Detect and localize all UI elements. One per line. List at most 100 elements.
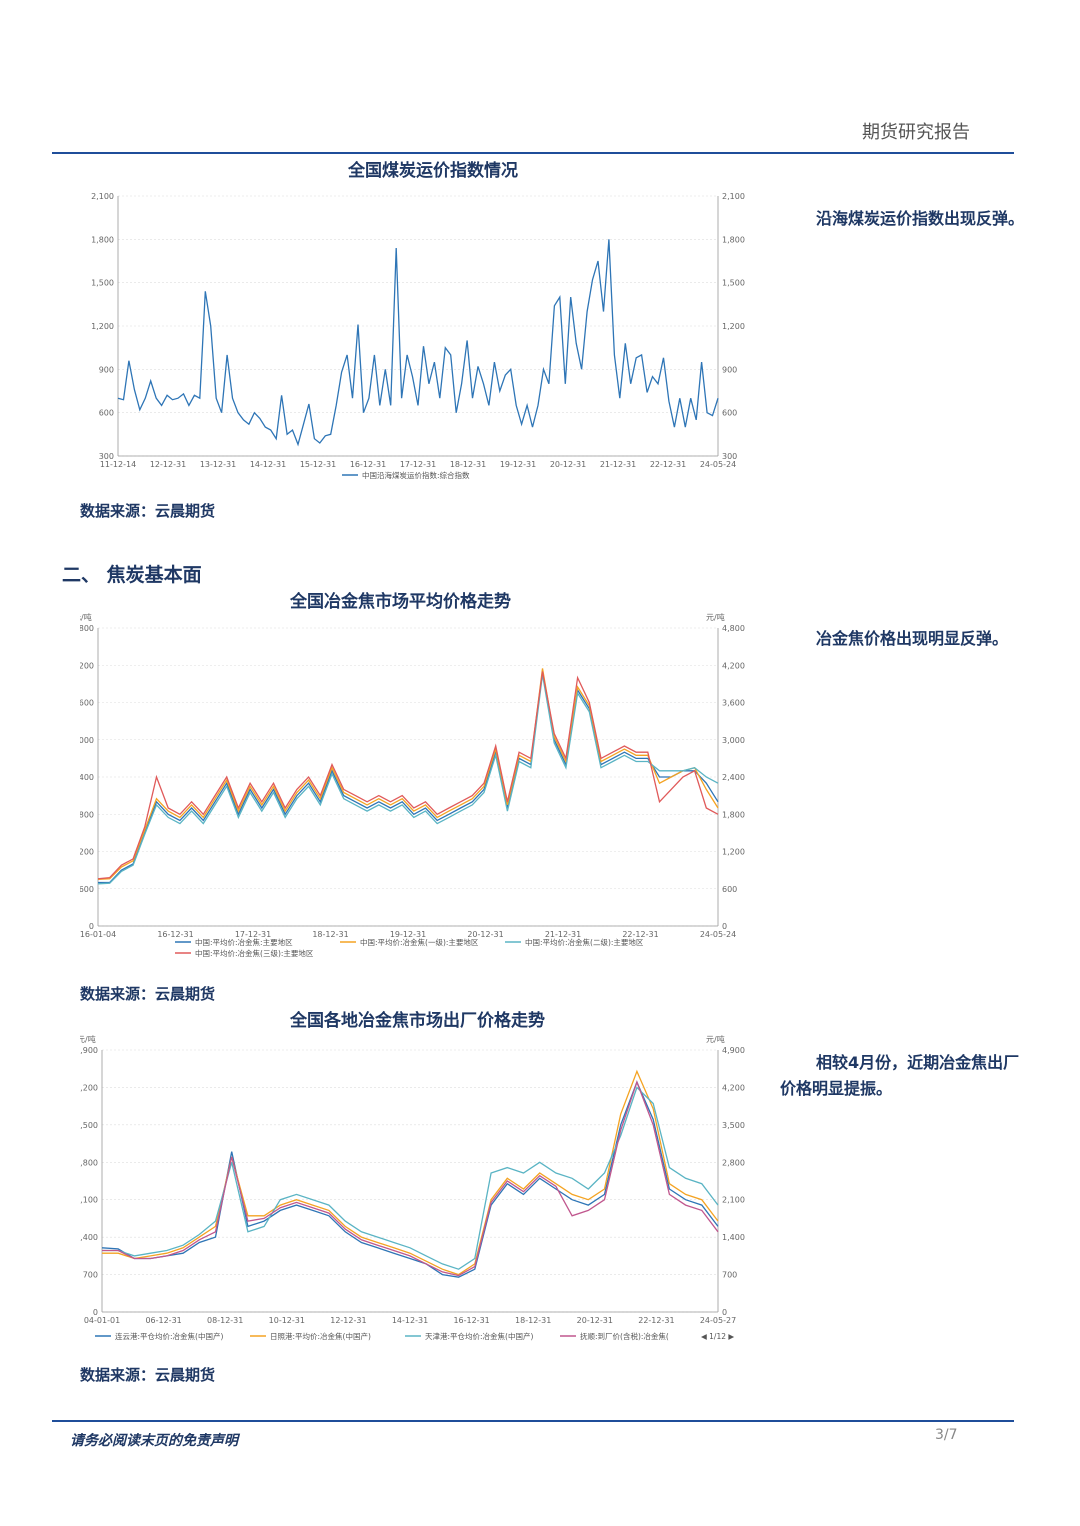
x-tick-label: 22-12-31 xyxy=(622,930,658,939)
chart3-svg: 4,900 4,900 4,200 4,200 3,500 3,500 2,800 2,800… xyxy=(80,1034,745,1341)
chart2-comment: 冶金焦价格出现明显反弹。 xyxy=(816,629,1009,648)
legend-label: 中国:平均价:冶金焦(二级):主要地区 xyxy=(525,937,644,947)
x-tick-label: 13-12-31 xyxy=(200,460,236,469)
y-tick-label-right: 900 xyxy=(722,365,737,374)
chart2-source: 数据来源：云晨期货 xyxy=(80,985,216,1003)
x-tick-label: 16-12-31 xyxy=(350,460,386,469)
x-tick-label: 20-12-31 xyxy=(577,1316,613,1325)
y-tick-label-left: 0 xyxy=(89,922,94,931)
y-tick-label-right: 1,400 xyxy=(722,1233,745,1242)
x-tick-label: 20-12-31 xyxy=(467,930,503,939)
x-tick-label: 14-12-31 xyxy=(250,460,286,469)
legend-label: 连云港:平仓均价:冶金焦(中国产) xyxy=(115,1331,223,1341)
report-type-title: 期货研究报告 xyxy=(862,122,970,143)
y-tick-label-left: 1,800 xyxy=(91,235,114,244)
legend-label: 抚顺:到厂价(含税):冶金焦( xyxy=(580,1331,669,1341)
legend-label: 天津港:平仓均价:冶金焦(中国产) xyxy=(425,1331,533,1341)
y-tick-label-left: 2,800 xyxy=(80,1158,98,1167)
y-tick-label-left: 1,400 xyxy=(80,1233,98,1242)
series-line xyxy=(97,674,719,885)
y-tick-label-left: 0 xyxy=(93,1308,98,1317)
y-tick-label-right: 4,200 xyxy=(722,661,745,670)
legend-label: 中国沿海煤炭运价指数:综合指数 xyxy=(362,470,470,480)
x-tick-label: 19-12-31 xyxy=(390,930,426,939)
y-tick-label-right: 3,500 xyxy=(722,1121,745,1130)
y-tick-label-left: 3,500 xyxy=(80,1121,98,1130)
series-line xyxy=(98,671,719,884)
y-tick-label-left: 4,200 xyxy=(80,1083,98,1092)
legend-label: 中国:平均价:冶金焦(一级):主要地区 xyxy=(360,937,479,947)
y-tick-label-right: 600 xyxy=(722,885,737,894)
x-tick-label: 24-05-27 xyxy=(700,1316,736,1325)
unit-label-left: 元/吨 xyxy=(80,612,92,622)
y-tick-label-right: 300 xyxy=(722,452,737,461)
x-tick-label: 04-01-01 xyxy=(84,1316,120,1325)
x-tick-label: 12-12-31 xyxy=(150,460,186,469)
x-tick-label: 16-12-31 xyxy=(453,1316,489,1325)
y-tick-label-left: 2,100 xyxy=(91,192,114,201)
disclaimer-note: 请务必阅读末页的免责声明 xyxy=(70,1433,238,1449)
y-tick-label-left: 600 xyxy=(80,885,94,894)
x-tick-label: 15-12-31 xyxy=(300,460,336,469)
x-tick-label: 11-12-14 xyxy=(100,460,136,469)
x-tick-label: 18-12-31 xyxy=(312,930,348,939)
y-tick-label-right: 2,100 xyxy=(722,192,745,201)
x-tick-label: 21-12-31 xyxy=(545,930,581,939)
x-tick-label: 14-12-31 xyxy=(392,1316,428,1325)
series-line xyxy=(102,1086,719,1270)
unit-label-left: 元/吨 xyxy=(80,1034,96,1044)
y-tick-label-left: 4,200 xyxy=(80,661,94,670)
x-tick-label: 24-05-24 xyxy=(700,930,736,939)
y-tick-label-right: 0 xyxy=(722,922,727,931)
header-rule xyxy=(52,152,1014,154)
y-tick-label-right: 2,400 xyxy=(722,773,745,782)
y-tick-label-right: 1,200 xyxy=(722,848,745,857)
x-tick-label: 08-12-31 xyxy=(207,1316,243,1325)
y-tick-label-left: 2,400 xyxy=(80,773,94,782)
x-tick-label: 12-12-31 xyxy=(330,1316,366,1325)
legend-label: 日照港:平均价:冶金焦(中国产) xyxy=(270,1331,371,1341)
x-tick-label: 10-12-31 xyxy=(269,1316,305,1325)
y-tick-label-left: 300 xyxy=(99,452,114,461)
y-tick-label-left: 1,200 xyxy=(91,322,114,331)
x-tick-label: 17-12-31 xyxy=(235,930,271,939)
unit-label-right: 元/吨 xyxy=(706,612,725,622)
chart2-svg: 4,800 4,800 4,200 4,200 3,600 3,600 3,000 3,000… xyxy=(80,612,745,958)
y-tick-label-left: 700 xyxy=(83,1271,98,1280)
chart1-comment: 沿海煤炭运价指数出现反弹。 xyxy=(816,209,1025,228)
y-tick-label-left: 4,800 xyxy=(80,624,94,633)
x-tick-label: 24-05-24 xyxy=(700,460,736,469)
series-line xyxy=(97,668,719,881)
x-tick-label: 21-12-31 xyxy=(600,460,636,469)
chart1-title: 全国煤炭运价指数情况 xyxy=(348,161,518,181)
y-tick-label-right: 4,900 xyxy=(722,1046,745,1055)
footer-rule xyxy=(52,1420,1014,1422)
legend-label: 中国:平均价:冶金焦:主要地区 xyxy=(195,937,293,947)
unit-label-right: 元/吨 xyxy=(706,1034,725,1044)
y-tick-label-right: 1,800 xyxy=(722,235,745,244)
legend-page-indicator: ◀ 1/12 ▶ xyxy=(701,1332,734,1341)
x-tick-label: 20-12-31 xyxy=(550,460,586,469)
x-tick-label: 16-12-31 xyxy=(157,930,193,939)
y-tick-label-left: 1,500 xyxy=(91,279,114,288)
section-heading: 二、 焦炭基本面 xyxy=(62,564,202,586)
x-tick-label: 06-12-31 xyxy=(145,1316,181,1325)
y-tick-label-left: 4,900 xyxy=(80,1046,98,1055)
series-line xyxy=(102,1069,719,1276)
x-tick-label: 16-01-04 xyxy=(80,930,116,939)
y-tick-label-right: 0 xyxy=(722,1308,727,1317)
y-tick-label-left: 1,800 xyxy=(80,810,94,819)
x-tick-label: 22-12-31 xyxy=(638,1316,674,1325)
y-tick-label-left: 600 xyxy=(99,409,114,418)
legend-label: 中国:平均价:冶金焦(三级):主要地区 xyxy=(195,948,314,958)
y-tick-label-left: 3,600 xyxy=(80,699,94,708)
y-tick-label-left: 2,100 xyxy=(80,1196,98,1205)
y-tick-label-right: 1,800 xyxy=(722,810,745,819)
y-tick-label-right: 3,000 xyxy=(722,736,745,745)
x-tick-label: 19-12-31 xyxy=(500,460,536,469)
page-number: 3/7 xyxy=(935,1427,958,1443)
y-tick-label-right: 1,500 xyxy=(722,279,745,288)
chart2-title: 全国冶金焦市场平均价格走势 xyxy=(290,592,511,612)
series-line xyxy=(117,239,719,447)
chart3-source: 数据来源：云晨期货 xyxy=(80,1366,216,1384)
